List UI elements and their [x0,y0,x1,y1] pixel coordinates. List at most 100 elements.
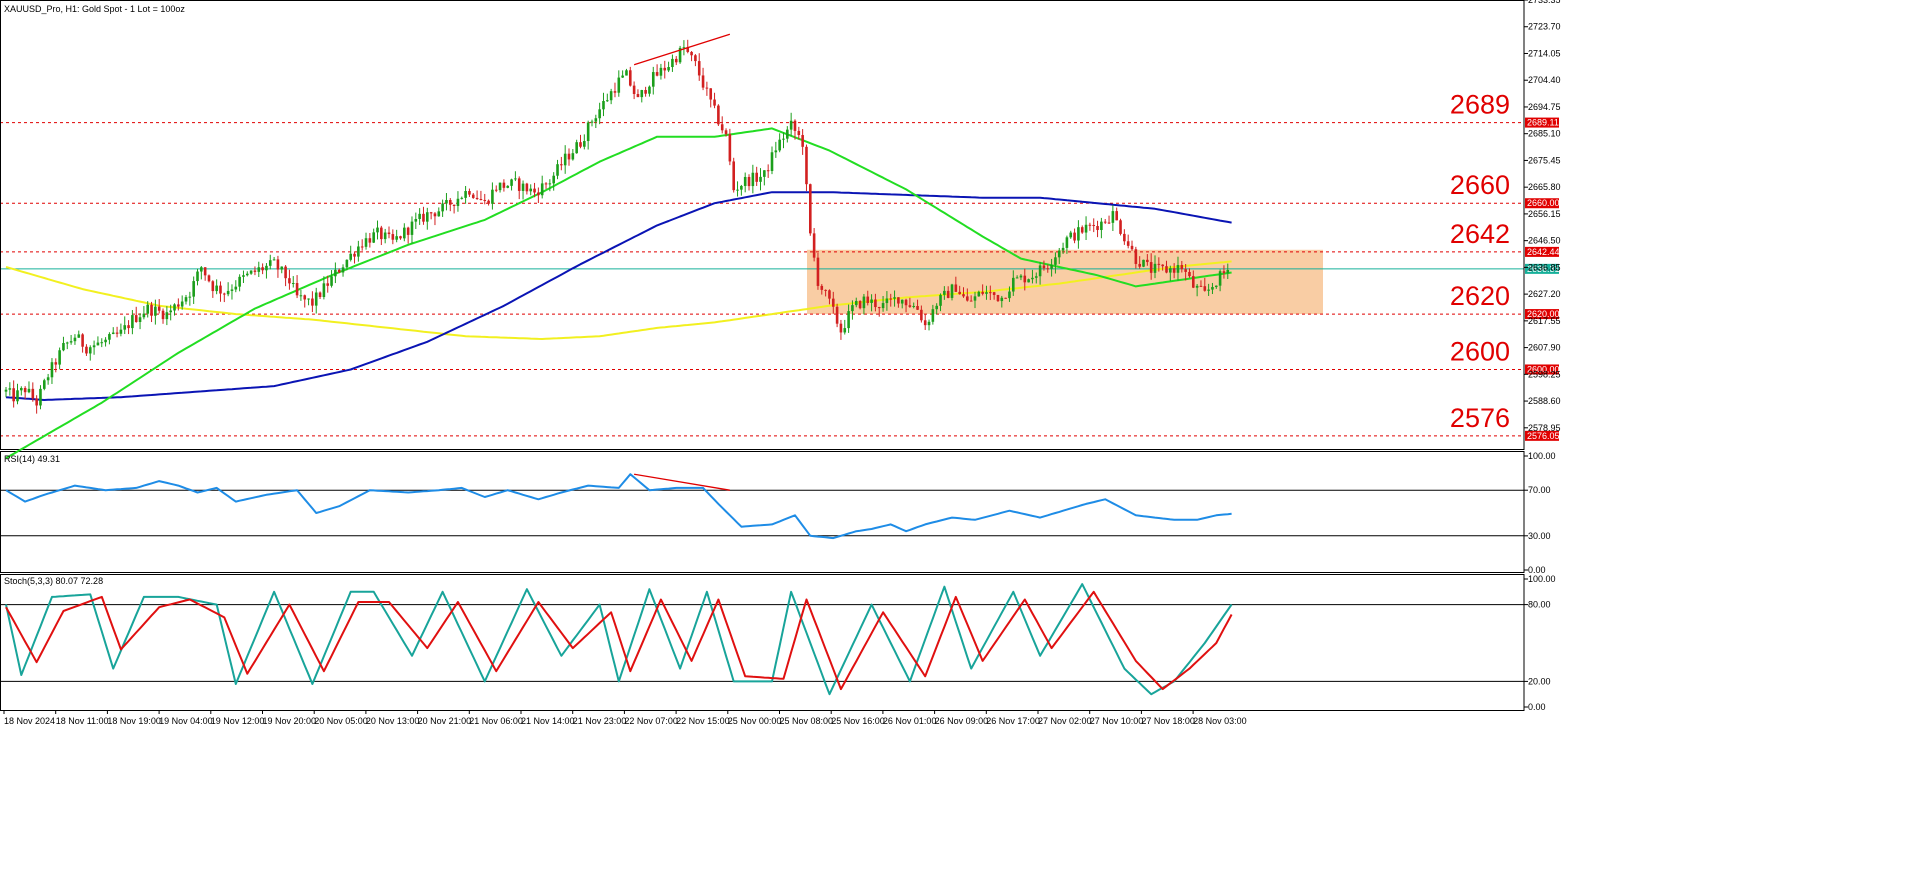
candle-body [403,227,406,239]
price-tick-label-14: 2598.25 [1528,369,1561,379]
candle-body [996,294,1000,302]
candle-body [724,130,728,135]
stoch-tick-label-3: 0.00 [1528,702,1546,712]
candle-body [674,58,678,63]
candle-body [1184,269,1187,272]
candle-body [410,221,414,235]
candle-body [537,192,540,196]
candle-body [50,362,54,378]
panel-frame-1 [0,451,1525,573]
candle-body [261,267,264,271]
time-tick-label-23: 28 Nov 03:00 [1193,716,1247,726]
price-tick-label-1: 2723.70 [1528,22,1561,32]
candle-body [858,300,862,309]
candle-body [491,189,494,204]
candle-body [678,47,682,63]
rsi-line [5,473,1232,540]
candle-body [732,161,735,191]
candle-body [311,298,314,306]
candle-body [969,300,973,302]
candle-body [1149,262,1153,273]
price-tick-label-2: 2714.05 [1528,48,1561,58]
candle-body [851,305,854,312]
time-tick-label-22: 27 Nov 18:00 [1141,716,1195,726]
candle-body [824,289,827,291]
moving-averages-layer [5,127,1232,459]
oscillators-layer [0,33,1524,696]
candle-body [659,67,663,76]
stoch-tick-label-1: 80.00 [1528,600,1551,610]
rsi-tick-label-2: 30.00 [1528,531,1551,541]
candle-body [609,91,613,101]
candle-body [1027,279,1030,283]
candle-body [150,304,153,316]
candle-body [866,296,870,303]
level-tag-bg-2620 [1525,309,1559,320]
level-label-2620: 2620 [1450,281,1510,311]
time-tick-label-8: 20 Nov 21:00 [418,716,472,726]
candle-body [360,246,364,248]
stoch-signal-line [5,590,1233,691]
candle-body [843,328,847,333]
candle-body [154,306,157,316]
time-tick-label-18: 26 Nov 09:00 [935,716,989,726]
candle-body [908,305,912,307]
candle-body [598,109,601,119]
candle-body [169,310,172,313]
candle-body [885,298,889,304]
candle-body [521,183,525,191]
time-tick-label-5: 19 Nov 20:00 [263,716,317,726]
candle-body [295,283,299,296]
level-tag-bg-2642 [1525,246,1559,257]
candle-body [12,388,15,402]
candle-body [253,270,257,272]
candle-body [927,321,931,326]
candle-body [793,120,797,131]
candle-body [249,270,253,274]
candle-body [820,285,824,290]
level-tag-2576: 2576.05 [1527,431,1560,441]
candle-body [203,267,207,276]
candle-body [697,61,701,76]
candle-body [816,257,820,286]
candle-body [644,90,647,94]
candle-body [789,120,793,130]
candle-body [1226,269,1230,274]
candle-body [92,345,96,348]
candle-body [828,290,831,299]
candle-body [471,194,475,198]
candle-body [977,291,981,297]
level-tag-2600: 2600.00 [1527,364,1560,374]
candle-body [1111,211,1115,223]
time-tick-label-9: 21 Nov 06:00 [469,716,523,726]
candle-body [157,306,161,311]
candle-body [341,267,345,273]
price-tick-label-8: 2656.15 [1528,209,1561,219]
candle-body [1211,287,1214,290]
candle-body [1146,259,1149,263]
candle-body [387,232,391,235]
candle-body [1203,286,1207,291]
candle-body [874,299,877,308]
candle-body [1172,268,1176,273]
rsi-tick-label-1: 70.00 [1528,485,1551,495]
candle-body [146,304,150,314]
candle-body [177,304,180,307]
candle-body [134,315,138,322]
candle-body [946,290,950,298]
candle-body [31,388,35,399]
candle-body [502,182,506,188]
candle-body [464,191,467,198]
candle-body [897,297,900,304]
candle-body [720,124,724,131]
candle-body [65,342,69,344]
candle-body [985,292,988,294]
candle-body [690,51,693,56]
candle-body [138,317,142,322]
candle-body [560,164,563,166]
candle-body [567,153,571,160]
candle-body [96,342,100,346]
level-label-2600: 2600 [1450,336,1510,366]
